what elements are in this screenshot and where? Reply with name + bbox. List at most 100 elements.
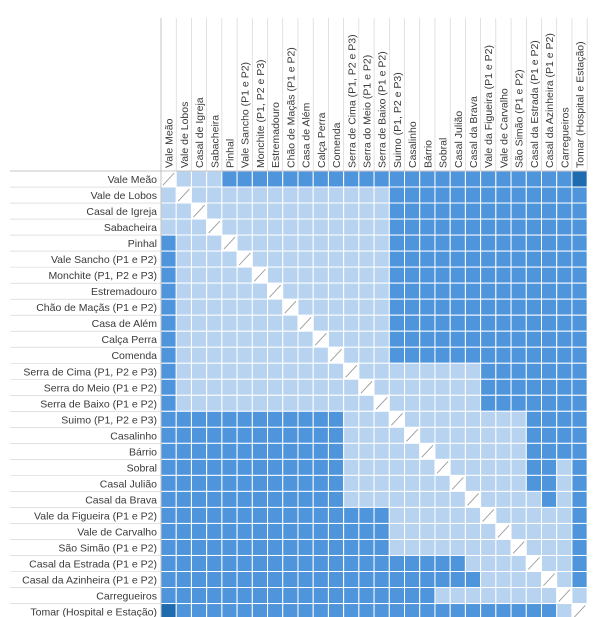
matrix-cell	[541, 282, 558, 300]
matrix-cell	[510, 234, 527, 252]
matrix-cell	[282, 587, 299, 605]
matrix-cell	[206, 202, 223, 220]
matrix-cell	[464, 250, 482, 268]
matrix-cell	[556, 250, 573, 268]
matrix-cell	[206, 410, 223, 428]
matrix-cell	[495, 298, 512, 316]
matrix-cell	[480, 202, 497, 220]
matrix-cell	[297, 603, 314, 617]
matrix-cell	[358, 266, 375, 284]
row-label-estremadouro: Estremadouro	[91, 286, 157, 298]
matrix-cell	[541, 202, 558, 220]
matrix-cell	[388, 490, 406, 508]
column-label-vale-da-figueira-p1-e-p2: Vale da Figueira (P1 e P2)	[483, 45, 495, 168]
matrix-cell	[449, 170, 466, 188]
matrix-cell	[525, 362, 543, 380]
matrix-cell	[190, 378, 208, 396]
matrix-cell	[267, 394, 284, 412]
matrix-cell	[434, 234, 451, 252]
matrix-cell	[419, 330, 436, 348]
matrix-cell	[373, 314, 390, 332]
matrix-cell	[419, 603, 436, 617]
matrix-cell	[358, 314, 375, 332]
matrix-cell	[541, 234, 558, 252]
matrix-cell	[343, 234, 360, 252]
matrix-cell	[434, 202, 451, 220]
matrix-cell	[434, 362, 451, 380]
matrix-cell	[190, 410, 208, 428]
matrix-cell	[251, 587, 269, 605]
matrix-cell	[419, 410, 436, 428]
matrix-cell	[190, 346, 208, 364]
matrix-cell	[251, 346, 269, 364]
matrix-cell	[312, 202, 329, 220]
diagonal-slash	[512, 541, 525, 554]
matrix-cell	[510, 410, 527, 428]
matrix-cell	[175, 538, 192, 556]
matrix-cell	[556, 410, 573, 428]
matrix-cell	[206, 554, 223, 572]
matrix-cell	[419, 426, 436, 444]
matrix-cell	[541, 250, 558, 268]
matrix-cell	[267, 522, 284, 540]
matrix-cell	[541, 522, 558, 540]
matrix-cell	[510, 362, 527, 380]
matrix-cell	[449, 571, 466, 589]
matrix-cell	[510, 282, 527, 300]
matrix-cell	[556, 571, 573, 589]
matrix-cell	[525, 506, 543, 524]
matrix-cells	[160, 170, 588, 617]
matrix-cell	[327, 603, 345, 617]
matrix-cell	[404, 538, 421, 556]
matrix-cell	[495, 458, 512, 476]
matrix-cell	[388, 426, 406, 444]
matrix-cell	[282, 250, 299, 268]
matrix-cell	[464, 186, 482, 204]
matrix-cell	[495, 554, 512, 572]
matrix-cell	[464, 458, 482, 476]
matrix-cell	[571, 394, 588, 412]
matrix-cell	[236, 378, 253, 396]
matrix-cell	[541, 603, 558, 617]
matrix-cell	[449, 330, 466, 348]
matrix-cell	[282, 426, 299, 444]
matrix-cell	[404, 218, 421, 236]
diagonal-slash	[375, 396, 388, 410]
matrix-cell	[464, 234, 482, 252]
row-label-chao-de-macas-p1-e-p2: Chão de Maçãs (P1 e P2)	[36, 302, 157, 314]
matrix-cell	[282, 330, 299, 348]
matrix-cell	[525, 298, 543, 316]
matrix-cell	[175, 426, 192, 444]
matrix-cell	[297, 587, 314, 605]
matrix-cell	[464, 474, 482, 492]
matrix-cell	[419, 522, 436, 540]
matrix-cell	[419, 314, 436, 332]
matrix-cell	[267, 442, 284, 460]
matrix-cell	[541, 490, 558, 508]
diagonal-slash	[406, 429, 419, 442]
matrix-cell	[373, 298, 390, 316]
matrix-cell	[556, 490, 573, 508]
matrix-cell	[373, 442, 390, 460]
matrix-cell	[510, 458, 527, 476]
matrix-cell	[236, 506, 253, 524]
matrix-cell	[556, 442, 573, 460]
matrix-cell	[373, 410, 390, 428]
matrix-cell	[480, 282, 497, 300]
matrix-cell	[510, 266, 527, 284]
matrix-cell	[175, 554, 192, 572]
matrix-cell	[312, 234, 329, 252]
matrix-cell	[495, 571, 512, 589]
matrix-cell	[373, 587, 390, 605]
matrix-cell	[373, 330, 390, 348]
row-label-sabacheira: Sabacheira	[104, 222, 157, 234]
matrix-cell	[160, 490, 177, 508]
diagonal-slash	[299, 316, 312, 330]
matrix-cell	[373, 362, 390, 380]
matrix-cell	[221, 186, 238, 204]
matrix-cell	[464, 298, 482, 316]
matrix-cell	[267, 603, 284, 617]
matrix-cell	[434, 538, 451, 556]
matrix-cell	[312, 603, 329, 617]
